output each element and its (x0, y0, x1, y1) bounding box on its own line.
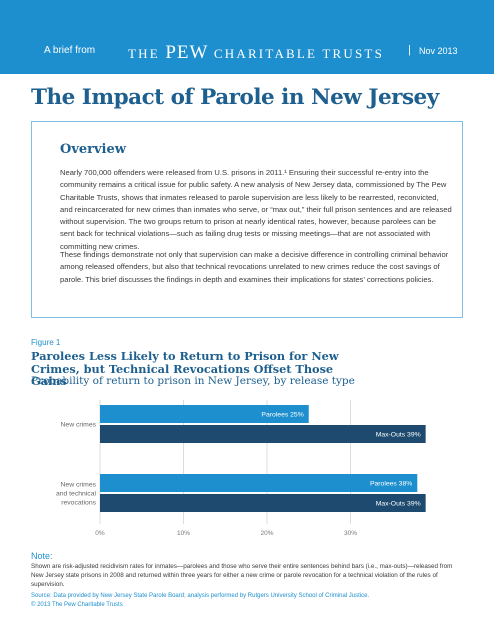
figure-title: Parolees Less Likely to Return to Prison… (31, 349, 339, 388)
source-line: Source: Data provided by New Jersey Stat… (31, 593, 370, 599)
category-label: New crimes (61, 481, 97, 488)
bar-chart: 0% 10% 20% 30% Parolees 25% Max-Outs 39% New c… (56, 400, 426, 537)
org-the: THE (128, 46, 160, 61)
brief-prefix: A brief from (44, 45, 96, 56)
x-tick-label: 10% (177, 530, 190, 537)
publication-date: Nov 2013 (419, 46, 458, 56)
org-name: THE PEW CHARITABLE TRUSTS (128, 42, 384, 64)
note-text: Shown are risk-adjusted recidivism rates… (31, 563, 453, 588)
bar-label: Max-Outs 39% (376, 500, 421, 507)
category-label: revocations (61, 499, 96, 506)
overview-paragraph-1: Nearly 700,000 offenders were released f… (60, 168, 452, 251)
header-banner: A brief from THE PEW CHARITABLE TRUSTS |… (0, 0, 494, 74)
bar-max-outs (100, 494, 426, 512)
org-pew: PEW (165, 42, 209, 63)
bar-max-outs (100, 425, 426, 443)
overview-heading: Overview (60, 142, 126, 157)
bar-label: Parolees 25% (261, 411, 303, 418)
bar-parolees (100, 405, 309, 423)
x-tick-label: 0% (95, 530, 105, 537)
figure-label: Figure 1 (31, 338, 61, 347)
overview-paragraph-2: These findings demonstrate not only that… (60, 250, 449, 284)
figure-subtitle: Probability of return to prison in New J… (31, 375, 355, 387)
bar-label: Max-Outs 39% (376, 431, 421, 438)
copyright-line: © 2013 The Pew Charitable Trusts (31, 602, 123, 608)
x-tick-label: 30% (344, 530, 357, 537)
overview-box: Overview Nearly 700,000 offenders were r… (31, 121, 463, 318)
category-label: and technical (56, 490, 97, 497)
page-title: The Impact of Parole in New Jersey (31, 85, 439, 110)
x-tick-label: 20% (260, 530, 273, 537)
note-heading: Note: (31, 551, 53, 561)
category-label: New crimes (61, 421, 97, 428)
header-separator: | (408, 44, 411, 56)
bar-label: Parolees 38% (370, 480, 412, 487)
org-rest: CHARITABLE TRUSTS (213, 46, 384, 61)
bar-parolees (100, 474, 418, 492)
